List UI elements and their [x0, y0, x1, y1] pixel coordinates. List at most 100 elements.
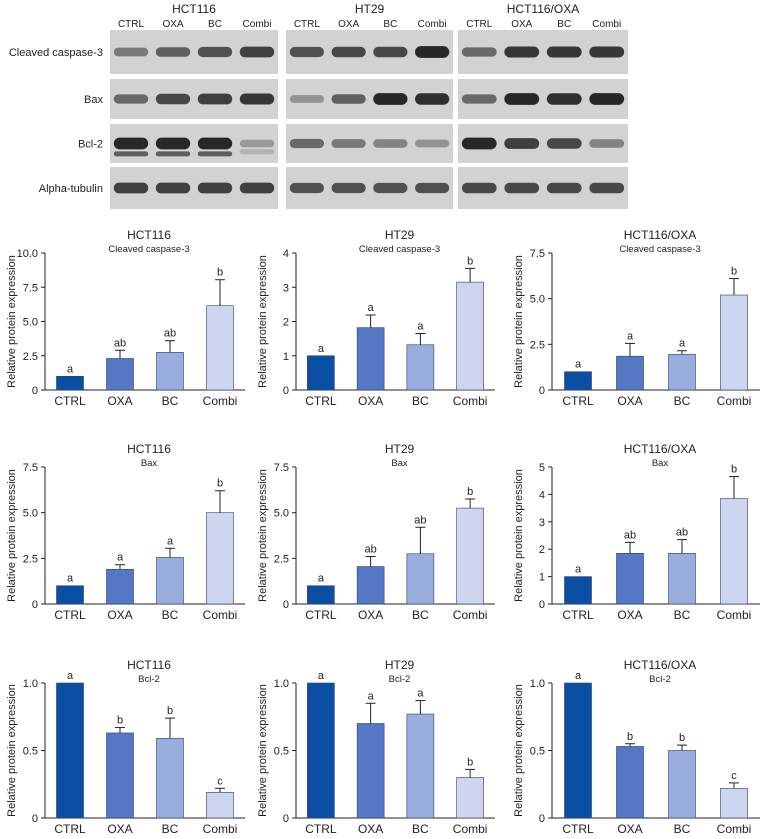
blot-lane-label: CTRL	[294, 19, 321, 30]
bar-ctrl	[564, 682, 592, 819]
x-tick-label: CTRL	[562, 608, 594, 622]
bar-ctrl	[564, 576, 592, 605]
blot-band	[415, 182, 450, 194]
significance-letter: a	[117, 552, 124, 564]
y-tick-label: 0	[539, 813, 545, 825]
y-tick-label: 0.5	[530, 746, 545, 758]
blot-band	[461, 137, 497, 150]
blot-band	[155, 47, 191, 57]
significance-letter: c	[731, 770, 737, 782]
blot-band	[155, 93, 191, 105]
chart-4: HCT116 Bax Relative protein expression 0 2.5…	[6, 442, 245, 622]
bar-ctrl	[307, 355, 335, 391]
bar-bc	[406, 713, 435, 819]
blot-band	[289, 95, 324, 103]
x-tick-label: BC	[162, 394, 179, 408]
y-tick-label: 2.5	[274, 553, 289, 565]
bar-bc	[668, 750, 696, 819]
bar-combi	[206, 512, 234, 605]
significance-letter: b	[731, 266, 737, 278]
chart-title: HT29	[385, 658, 415, 672]
bar-combi	[456, 777, 484, 819]
blot-lane-label: BC	[383, 19, 397, 30]
significance-letter: a	[417, 688, 424, 700]
blot-lane-label: OXA	[162, 19, 183, 30]
blot-band	[461, 47, 497, 57]
chart-title: HCT116	[127, 442, 171, 456]
significance-letter: b	[167, 705, 173, 717]
significance-letter: ab	[365, 544, 377, 556]
y-tick-label: 5.0	[530, 294, 545, 306]
bar-oxa	[356, 723, 385, 819]
blot-band	[331, 182, 366, 194]
x-tick-label: BC	[674, 608, 691, 622]
y-axis-label: Relative protein expression	[257, 684, 269, 817]
chart-title: HCT116/OXA	[624, 442, 696, 456]
significance-letter: a	[368, 302, 375, 314]
y-tick-label: 7.5	[23, 462, 38, 474]
significance-letter: a	[318, 343, 325, 355]
bar-ctrl	[307, 585, 335, 605]
x-tick-label: Combi	[203, 394, 238, 408]
blot-band	[373, 139, 408, 148]
blot-band	[415, 139, 450, 148]
y-tick-label: 3	[283, 282, 289, 294]
y-tick-label: 4	[283, 248, 289, 260]
blot-lane-label: OXA	[511, 19, 532, 30]
x-tick-label: Combi	[203, 608, 238, 622]
chart-subtitle: Bax	[652, 458, 669, 469]
blot-band	[155, 182, 191, 194]
western-blot-section: Cleaved caspase-3 Bax Bcl-2 Alpha-tubulin HC…	[9, 2, 628, 209]
significance-letter: a	[167, 535, 174, 547]
x-tick-label: Combi	[453, 394, 488, 408]
significance-letter: b	[467, 255, 473, 267]
y-tick-label: 7.5	[23, 282, 38, 294]
bar-combi	[720, 787, 748, 819]
blot-band	[113, 47, 149, 57]
x-tick-label: Combi	[203, 822, 238, 836]
x-tick-label: OXA	[617, 608, 642, 622]
x-tick-label: OXA	[358, 394, 383, 408]
blot-lane-label: CTRL	[466, 19, 493, 30]
x-tick-label: BC	[674, 822, 691, 836]
blot-band	[331, 46, 366, 58]
chart-subtitle: Bax	[141, 458, 158, 469]
y-tick-label: 0	[32, 813, 38, 825]
blot-lane-label: OXA	[338, 19, 359, 30]
x-tick-label: OXA	[617, 822, 642, 836]
blot-band	[546, 93, 582, 105]
significance-letter: ab	[414, 514, 426, 526]
x-tick-label: Combi	[717, 608, 752, 622]
significance-letter: b	[117, 715, 123, 727]
significance-letter: a	[417, 320, 424, 332]
x-tick-label: OXA	[107, 822, 132, 836]
y-tick-label: 0	[539, 599, 545, 611]
blot-band	[197, 93, 233, 105]
blot-band	[589, 93, 625, 105]
blot-lane-label: BC	[208, 19, 222, 30]
blot-band	[113, 137, 149, 150]
y-tick-label: 1	[539, 572, 545, 584]
chart-title: HCT116/OXA	[624, 658, 696, 672]
bar-charts-section: HCT116 Cleaved caspase-3 Relative protein …	[6, 228, 760, 836]
y-tick-label: 4	[539, 489, 545, 501]
bar-oxa	[616, 553, 644, 605]
blot-lane-label: Combi	[592, 19, 621, 30]
x-tick-label: BC	[162, 608, 179, 622]
chart-9: HCT116/OXA Bcl-2 Relative protein expressi…	[513, 658, 760, 836]
significance-letter: ab	[676, 527, 688, 539]
bar-oxa	[356, 566, 385, 605]
blot-band	[504, 46, 540, 58]
blot-band	[113, 182, 149, 194]
x-tick-label: OXA	[617, 394, 642, 408]
bar-ctrl	[56, 585, 84, 605]
chart-7: HCT116 Bcl-2 Relative protein expression 0 0…	[6, 658, 245, 836]
significance-letter: a	[318, 573, 325, 585]
chart-subtitle: Bcl-2	[649, 674, 671, 685]
significance-letter: a	[627, 330, 634, 342]
bar-combi	[206, 792, 234, 819]
bar-oxa	[106, 358, 134, 391]
y-tick-label: 2.5	[530, 339, 545, 351]
y-axis-label: Relative protein expression	[6, 469, 18, 602]
